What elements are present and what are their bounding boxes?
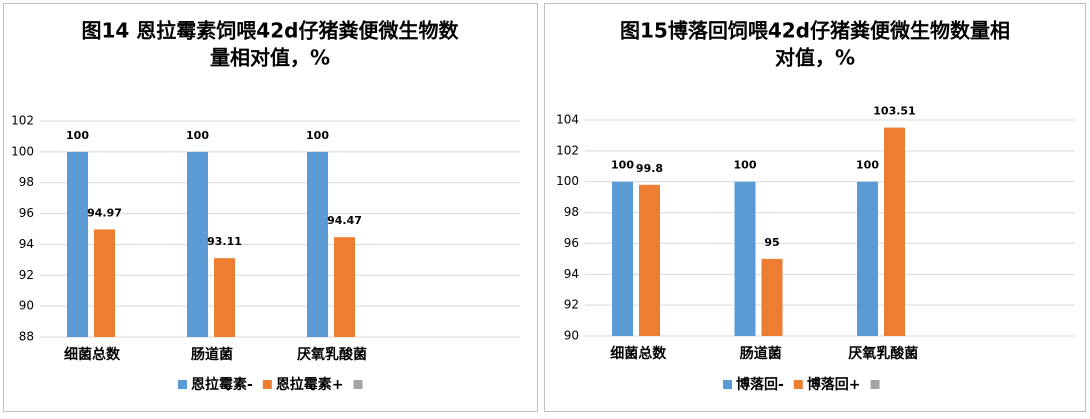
y-tick-label: 94 bbox=[19, 237, 34, 251]
chart-title: 图15博落回饲喂42d仔猪粪便微生物数量相 bbox=[620, 19, 1010, 43]
y-tick-label: 92 bbox=[564, 298, 579, 312]
data-label: 95 bbox=[764, 236, 779, 249]
y-tick-label: 96 bbox=[19, 206, 34, 220]
y-tick-label: 90 bbox=[19, 299, 34, 313]
chart-title: 对值，% bbox=[775, 46, 855, 70]
x-tick-label: 厌氧乳酸菌 bbox=[848, 345, 918, 362]
data-label: 93.11 bbox=[207, 235, 242, 248]
bar bbox=[734, 181, 756, 336]
data-label: 103.51 bbox=[873, 105, 915, 118]
chart-frame bbox=[544, 3, 1086, 412]
bar bbox=[187, 151, 208, 337]
legend-swatch bbox=[262, 380, 272, 389]
y-tick-label: 98 bbox=[564, 205, 579, 219]
bar bbox=[761, 258, 783, 336]
bar bbox=[334, 237, 355, 337]
chart-frame bbox=[3, 3, 538, 412]
legend-label: 恩拉霉素+ bbox=[276, 376, 344, 393]
data-label: 100 bbox=[734, 159, 757, 172]
x-tick-label: 肠道菌 bbox=[191, 346, 233, 363]
data-label: 94.97 bbox=[87, 206, 122, 219]
legend-swatch bbox=[723, 380, 732, 389]
legend-swatch bbox=[870, 380, 880, 389]
bar bbox=[857, 181, 878, 336]
bar bbox=[94, 229, 115, 337]
legend-swatch bbox=[353, 380, 363, 389]
bar bbox=[884, 127, 905, 336]
y-tick-label: 100 bbox=[11, 144, 34, 158]
data-label: 99.8 bbox=[636, 162, 663, 175]
bar bbox=[67, 151, 88, 337]
chart-title: 量相对值，% bbox=[210, 46, 330, 70]
legend-label: 博落回+ bbox=[807, 376, 861, 393]
data-label: 100 bbox=[186, 129, 209, 142]
y-tick-label: 96 bbox=[564, 236, 579, 250]
legend-label: 恩拉霉素- bbox=[191, 376, 253, 393]
bar bbox=[639, 184, 660, 336]
y-tick-label: 102 bbox=[556, 143, 579, 157]
data-label: 100 bbox=[856, 159, 879, 172]
y-tick-label: 88 bbox=[19, 330, 34, 344]
x-tick-label: 肠道菌 bbox=[740, 345, 782, 362]
legend-swatch bbox=[178, 380, 187, 389]
legend-swatch bbox=[793, 380, 803, 389]
data-label: 94.47 bbox=[327, 214, 362, 227]
data-label: 100 bbox=[306, 129, 329, 142]
y-tick-label: 98 bbox=[19, 175, 34, 189]
y-tick-label: 94 bbox=[564, 267, 579, 281]
x-tick-label: 细菌总数 bbox=[610, 345, 667, 362]
chart-title: 图14 恩拉霉素饲喂42d仔猪粪便微生物数 bbox=[82, 19, 460, 43]
y-tick-label: 92 bbox=[19, 268, 34, 282]
legend-label: 博落回- bbox=[736, 376, 784, 393]
bar bbox=[307, 151, 328, 337]
y-tick-label: 100 bbox=[556, 174, 579, 188]
data-label: 100 bbox=[611, 159, 634, 172]
data-label: 100 bbox=[66, 129, 89, 142]
y-tick-label: 90 bbox=[564, 329, 579, 343]
x-tick-label: 细菌总数 bbox=[64, 346, 121, 363]
bar bbox=[214, 258, 235, 337]
y-tick-label: 104 bbox=[556, 113, 579, 127]
y-tick-label: 102 bbox=[11, 114, 34, 128]
x-tick-label: 厌氧乳酸菌 bbox=[297, 346, 367, 363]
bar bbox=[612, 181, 633, 336]
